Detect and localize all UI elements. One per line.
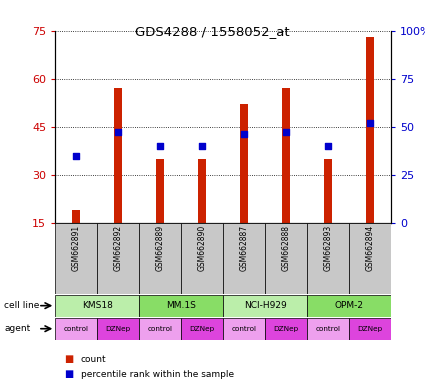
Text: control: control [147, 326, 173, 332]
Bar [156, 159, 164, 223]
Bar [198, 159, 206, 223]
Bar [366, 37, 374, 223]
Point [283, 129, 289, 136]
Point [199, 143, 206, 149]
Text: count: count [81, 354, 106, 364]
Text: DZNep: DZNep [105, 326, 131, 332]
Text: GSM662891: GSM662891 [72, 225, 81, 271]
Text: control: control [232, 326, 257, 332]
Bar [265, 318, 307, 340]
Text: GSM662894: GSM662894 [366, 225, 374, 271]
Bar [97, 318, 139, 340]
Bar [139, 318, 181, 340]
Bar [223, 318, 265, 340]
Bar [223, 295, 307, 317]
Bar [55, 295, 139, 317]
Text: ■: ■ [64, 354, 73, 364]
Bar [114, 88, 122, 223]
Text: GSM662887: GSM662887 [240, 225, 249, 271]
Bar [55, 318, 97, 340]
Bar [349, 223, 391, 294]
Bar [307, 295, 391, 317]
Text: NCI-H929: NCI-H929 [244, 301, 286, 310]
Bar [324, 159, 332, 223]
Text: GSM662889: GSM662889 [156, 225, 164, 271]
Bar [223, 223, 265, 294]
Text: ■: ■ [64, 369, 73, 379]
Text: cell line: cell line [4, 301, 40, 310]
Bar [181, 223, 223, 294]
Text: GDS4288 / 1558052_at: GDS4288 / 1558052_at [135, 25, 290, 38]
Point [73, 152, 79, 159]
Point [115, 129, 122, 136]
Text: GSM662893: GSM662893 [323, 225, 332, 271]
Bar [307, 318, 349, 340]
Point [325, 143, 332, 149]
Text: percentile rank within the sample: percentile rank within the sample [81, 370, 234, 379]
Text: control: control [64, 326, 89, 332]
Point [157, 143, 164, 149]
Text: OPM-2: OPM-2 [334, 301, 363, 310]
Bar [55, 223, 97, 294]
Bar [349, 318, 391, 340]
Text: MM.1S: MM.1S [166, 301, 196, 310]
Bar [139, 295, 223, 317]
Bar [97, 223, 139, 294]
Bar [265, 223, 307, 294]
Text: GSM662888: GSM662888 [282, 225, 291, 271]
Text: DZNep: DZNep [273, 326, 299, 332]
Bar [307, 223, 349, 294]
Point [367, 120, 374, 126]
Bar [240, 104, 248, 223]
Text: control: control [315, 326, 340, 332]
Point [241, 131, 247, 137]
Bar [282, 88, 290, 223]
Text: GSM662890: GSM662890 [198, 225, 207, 271]
Bar [72, 210, 80, 223]
Text: agent: agent [4, 324, 31, 333]
Text: DZNep: DZNep [190, 326, 215, 332]
Text: GSM662892: GSM662892 [114, 225, 123, 271]
Text: DZNep: DZNep [357, 326, 383, 332]
Bar [139, 223, 181, 294]
Bar [181, 318, 223, 340]
Text: KMS18: KMS18 [82, 301, 113, 310]
